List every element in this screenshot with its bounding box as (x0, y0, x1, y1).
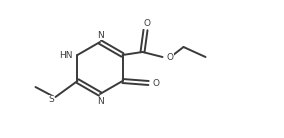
Text: O: O (152, 79, 159, 87)
Text: O: O (166, 52, 174, 62)
Text: S: S (49, 95, 54, 104)
Text: O: O (143, 19, 150, 29)
Text: N: N (97, 30, 103, 39)
Text: N: N (97, 96, 103, 105)
Text: HN: HN (59, 51, 72, 59)
